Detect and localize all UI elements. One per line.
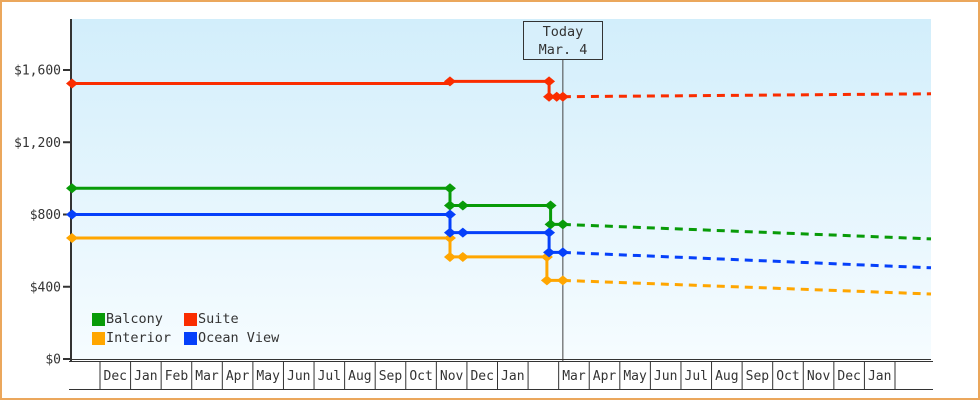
data-point-marker: [66, 232, 78, 243]
data-point-marker: [543, 91, 556, 102]
month-label: Apr: [226, 369, 250, 384]
data-point-marker: [543, 76, 556, 87]
month-label: Jan: [134, 369, 157, 384]
data-point-marker: [456, 227, 469, 238]
month-label: Oct: [776, 369, 799, 384]
today-date: Mar. 4: [538, 42, 588, 58]
data-point-marker: [443, 227, 456, 238]
data-point-marker: [443, 232, 456, 243]
suite-color-swatch: [184, 312, 197, 326]
legend-item-ocean-view: Ocean View: [184, 330, 280, 346]
month-label: Jan: [868, 369, 891, 384]
month-label: May: [256, 369, 280, 384]
legend-label-ocean-view: Ocean View: [198, 330, 280, 346]
y-axis-tick-label: $800: [30, 208, 61, 223]
month-label: Oct: [409, 369, 432, 384]
month-label: Jul: [318, 369, 341, 384]
month-label: Jun: [287, 369, 310, 384]
month-label: Mar: [195, 369, 219, 384]
month-label: Sep: [379, 369, 403, 384]
month-label: Dec: [837, 369, 860, 384]
series-forecast-interior: [562, 278, 932, 296]
data-point-marker: [543, 227, 556, 238]
month-label: Nov: [440, 369, 464, 384]
month-label: Sep: [746, 369, 770, 384]
month-label: Jun: [654, 369, 677, 384]
legend-item-balcony: Balcony: [92, 311, 184, 327]
interior-color-swatch: [92, 331, 105, 345]
y-axis-tick-label: $1,600: [14, 64, 61, 79]
month-label: Aug: [715, 369, 738, 384]
chart-legend: Balcony Suite Interior Ocean View: [92, 311, 280, 346]
data-point-marker: [443, 209, 456, 220]
month-label: Dec: [104, 369, 127, 384]
data-point-marker: [443, 183, 456, 194]
data-point-marker: [544, 200, 557, 211]
today-marker-box: Today Mar. 4: [523, 21, 603, 60]
y-axis-tick-label: $0: [45, 353, 61, 368]
legend-label-suite: Suite: [198, 311, 239, 327]
data-point-marker: [66, 183, 78, 194]
series-forecast-suite: [562, 92, 932, 99]
series-forecast-ocean-view: [562, 250, 932, 270]
month-label: Jul: [685, 369, 708, 384]
month-label: Nov: [807, 369, 831, 384]
y-axis-tick-label: $400: [30, 280, 61, 295]
data-point-marker: [540, 275, 553, 286]
month-label: Feb: [165, 369, 189, 384]
data-point-marker: [66, 78, 78, 89]
legend-label-interior: Interior: [106, 330, 172, 346]
series-forecast-balcony: [562, 222, 932, 241]
legend-label-balcony: Balcony: [106, 311, 163, 327]
legend-item-interior: Interior: [92, 330, 184, 346]
data-point-marker: [556, 219, 569, 230]
data-point-marker: [556, 91, 569, 102]
ocean-view-color-swatch: [184, 331, 197, 345]
data-point-marker: [456, 200, 469, 211]
data-point-marker: [556, 247, 569, 258]
legend-item-suite: Suite: [184, 311, 279, 327]
month-label: May: [623, 369, 647, 384]
balcony-color-swatch: [92, 312, 105, 326]
data-point-marker: [543, 247, 556, 258]
data-point-marker: [443, 200, 456, 211]
y-axis-tick-label: $1,200: [14, 136, 61, 151]
today-label: Today: [542, 24, 584, 40]
data-point-marker: [443, 251, 456, 262]
month-label: Aug: [348, 369, 371, 384]
month-label: Jan: [501, 369, 524, 384]
data-point-marker: [443, 76, 456, 87]
data-point-marker: [66, 209, 78, 220]
month-label: Dec: [470, 369, 493, 384]
month-label: Mar: [562, 369, 586, 384]
data-point-marker: [456, 251, 469, 262]
data-point-marker: [544, 219, 557, 230]
data-point-marker: [550, 91, 563, 102]
month-label: Apr: [593, 369, 617, 384]
data-point-marker: [556, 275, 569, 286]
